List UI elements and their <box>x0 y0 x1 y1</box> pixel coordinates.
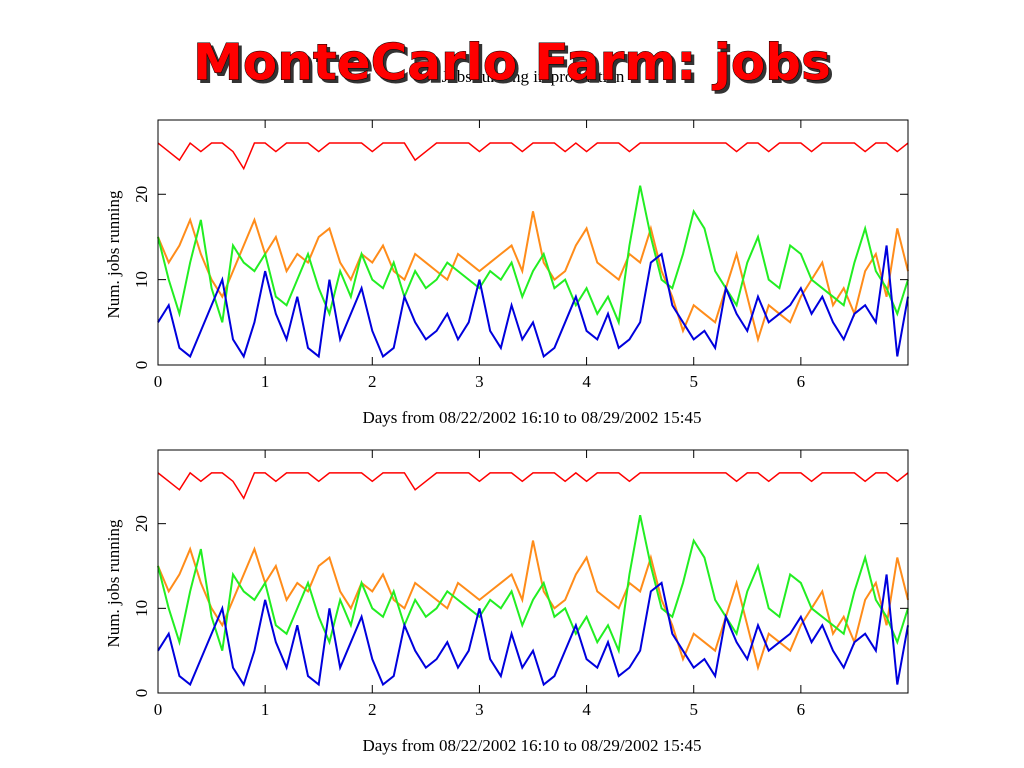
series-line <box>157 211 909 344</box>
x-tick-label: 6 <box>797 372 806 391</box>
series-line <box>157 574 909 687</box>
series-line <box>157 540 909 672</box>
x-tick-label: 5 <box>689 372 698 391</box>
x-tick-label: 6 <box>797 700 806 719</box>
x-tick-label: 3 <box>475 372 484 391</box>
y-tick-label: 20 <box>132 515 151 532</box>
series-line <box>157 141 909 171</box>
series-line <box>157 471 909 500</box>
y-tick-label: 20 <box>132 186 151 203</box>
y-tick-label: 0 <box>132 689 151 698</box>
plot-frame <box>157 449 909 694</box>
x-tick-label: 1 <box>261 700 270 719</box>
x-tick-label: 3 <box>475 700 484 719</box>
x-tick-label: 0 <box>154 700 163 719</box>
series-line <box>157 185 909 327</box>
x-tick-label: 4 <box>582 700 591 719</box>
x-tick-label: 4 <box>582 372 591 391</box>
x-tick-label: 2 <box>368 700 377 719</box>
y-tick-label: 10 <box>132 600 151 617</box>
slide-title: MonteCarlo Farm: jobs <box>193 34 831 92</box>
series-line <box>157 245 909 359</box>
x-axis-label: Days from 08/22/2002 16:10 to 08/29/2002… <box>362 408 701 427</box>
plot-frame <box>157 119 909 366</box>
x-tick-label: 1 <box>261 372 270 391</box>
y-axis-label: Num. jobs running <box>104 190 123 318</box>
series-line <box>157 514 909 655</box>
x-axis-label: Days from 08/22/2002 16:10 to 08/29/2002… <box>362 736 701 755</box>
y-axis-label: Num. jobs running <box>104 519 123 647</box>
x-tick-label: 5 <box>689 700 698 719</box>
x-tick-label: 2 <box>368 372 377 391</box>
x-tick-label: 0 <box>154 372 163 391</box>
y-tick-label: 0 <box>132 361 151 370</box>
chart-title: Jobs running in production <box>442 67 625 86</box>
y-tick-label: 10 <box>132 271 151 288</box>
